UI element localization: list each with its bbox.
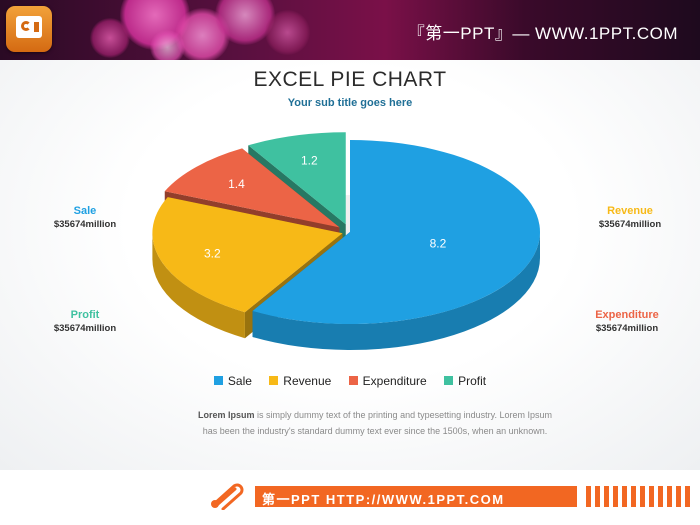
description-bold: Lorem Ipsum: [198, 410, 255, 420]
legend-label: Revenue: [283, 374, 332, 388]
bokeh-decoration: [150, 30, 185, 60]
legend-label: Profit: [458, 374, 487, 388]
data-label-revenue: 3.2: [204, 247, 221, 261]
legend-item-expenditure: Expenditure: [348, 374, 427, 388]
footer-stripes: [586, 486, 694, 507]
description-text: Lorem Ipsum is simply dummy text of the …: [195, 407, 555, 439]
data-label-profit: 1.2: [301, 153, 318, 167]
side-label-profit: Profit $35674million: [25, 309, 145, 334]
powerpoint-logo-icon[interactable]: [6, 6, 52, 52]
chart-title: EXCEL PIE CHART: [253, 68, 447, 91]
data-label-expenditure: 1.4: [228, 177, 245, 191]
side-label-value: $35674million: [598, 219, 662, 230]
legend-swatch: [213, 376, 223, 385]
chart-subtitle: Your sub title goes here: [287, 97, 413, 109]
side-label-value: $35674million: [53, 323, 117, 334]
footer-url[interactable]: 第一PPT HTTP://WWW.1PPT.COM: [262, 492, 505, 507]
side-label-expenditure: Expenditure $35674million: [567, 309, 687, 334]
paperclip-icon: [211, 483, 244, 510]
chart-legend: Sale Revenue Expenditure Profit: [0, 374, 700, 388]
bokeh-decoration: [265, 10, 310, 55]
pie-slice-edge: [252, 232, 540, 351]
legend-label: Sale: [227, 374, 252, 388]
side-label-value: $35674million: [595, 323, 659, 334]
header-banner: 『第一PPT』— WWW.1PPT.COM: [0, 0, 700, 60]
side-label-name: Expenditure: [595, 309, 659, 321]
bokeh-decoration: [90, 18, 130, 58]
side-label-name: Revenue: [607, 205, 653, 217]
pie-slice-top: [248, 132, 346, 225]
side-label-name: Sale: [73, 205, 97, 217]
pie-slice-top: [252, 140, 540, 324]
legend-swatch: [444, 376, 454, 385]
side-label-name: Profit: [70, 309, 100, 321]
data-label-sale: 8.2: [430, 237, 447, 251]
side-label-sale: Sale $35674million: [25, 205, 145, 230]
footer-url-bar: [255, 486, 577, 507]
legend-swatch: [348, 376, 358, 385]
pie-slice-top: [152, 197, 343, 313]
legend-label: Expenditure: [362, 374, 427, 388]
pie-slice-edge: [152, 233, 245, 339]
legend-item-sale: Sale: [213, 374, 252, 388]
site-title: 『第一PPT』— WWW.1PPT.COM: [407, 24, 678, 43]
legend-item-revenue: Revenue: [269, 374, 331, 388]
side-label-value: $35674million: [53, 219, 117, 230]
description-body: is simply dummy text of the printing and…: [202, 410, 552, 436]
pie-slice-top: [164, 148, 340, 228]
side-label-revenue: Revenue $35674million: [570, 205, 690, 230]
pie-slice-sale: [252, 140, 540, 351]
legend-swatch: [269, 376, 279, 385]
legend-item-profit: Profit: [444, 374, 486, 388]
